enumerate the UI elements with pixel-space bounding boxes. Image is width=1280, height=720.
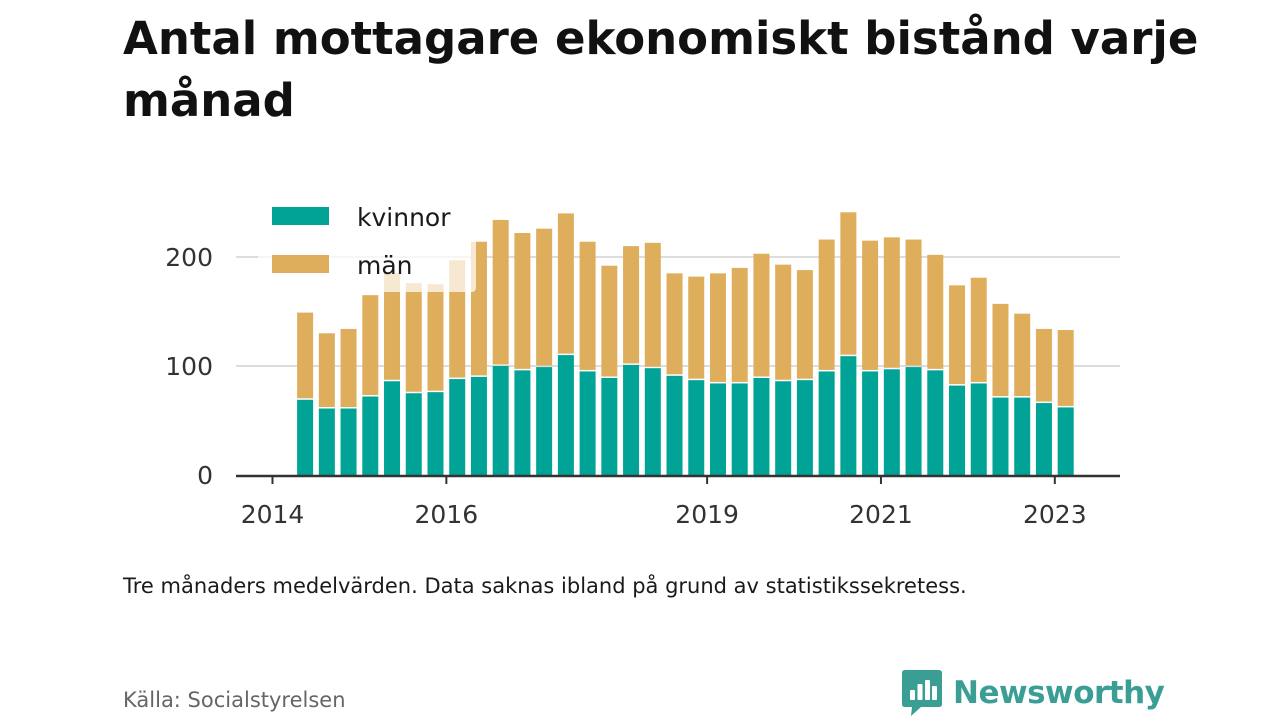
x-tick-label: 2021 bbox=[849, 500, 913, 529]
y-tick-label: 100 bbox=[165, 352, 213, 381]
bar-kvinnor bbox=[1057, 407, 1074, 475]
bar-man bbox=[905, 239, 922, 366]
bar-kvinnor bbox=[449, 379, 466, 475]
x-tick-label: 2016 bbox=[415, 500, 479, 529]
bar-kvinnor bbox=[384, 381, 401, 475]
bar-man bbox=[297, 312, 314, 399]
bar-kvinnor bbox=[883, 369, 900, 475]
x-tick-label: 2023 bbox=[1023, 500, 1087, 529]
bar-kvinnor bbox=[579, 371, 596, 475]
newsworthy-logo-icon bbox=[902, 670, 942, 716]
legend-swatch-man bbox=[272, 255, 329, 273]
x-axis-ticks: 2014 2016 2019 2021 2023 bbox=[241, 476, 1087, 529]
bar-kvinnor bbox=[623, 364, 640, 475]
bar-man bbox=[514, 233, 531, 369]
x-tick-label: 2014 bbox=[241, 500, 305, 529]
legend-label-kvinnor: kvinnor bbox=[357, 203, 451, 232]
bar-kvinnor bbox=[840, 356, 857, 475]
source-credit: Källa: Socialstyrelsen bbox=[123, 688, 346, 712]
y-tick-label: 0 bbox=[197, 461, 213, 490]
legend-label-man: män bbox=[357, 251, 413, 280]
bar-man bbox=[557, 213, 574, 354]
bar-man bbox=[862, 240, 879, 370]
brand-name: Newsworthy bbox=[953, 675, 1165, 711]
bar-kvinnor bbox=[666, 375, 683, 475]
bar-kvinnor bbox=[709, 383, 726, 475]
bar-man bbox=[1035, 328, 1052, 402]
bar-man bbox=[1014, 313, 1031, 397]
bar-man bbox=[709, 273, 726, 382]
bar-man bbox=[818, 239, 835, 370]
bar-kvinnor bbox=[905, 367, 922, 475]
y-axis-ticks: 0 100 200 bbox=[165, 243, 213, 490]
bar-man bbox=[492, 219, 509, 365]
bar-kvinnor bbox=[470, 376, 487, 475]
bar-man bbox=[688, 276, 705, 379]
bar-man bbox=[623, 246, 640, 364]
bar-kvinnor bbox=[970, 383, 987, 475]
bar-kvinnor bbox=[297, 399, 314, 475]
chart-note: Tre månaders medelvärden. Data saknas ib… bbox=[123, 574, 967, 598]
bar-kvinnor bbox=[557, 355, 574, 475]
bar-kvinnor bbox=[644, 368, 661, 475]
bar-kvinnor bbox=[775, 381, 792, 475]
bar-kvinnor bbox=[405, 393, 422, 475]
bar-kvinnor bbox=[1014, 397, 1031, 475]
bar-kvinnor bbox=[796, 380, 813, 475]
bar-kvinnor bbox=[949, 385, 966, 475]
bar-kvinnor bbox=[514, 370, 531, 475]
bar-kvinnor bbox=[601, 377, 618, 475]
bar-kvinnor bbox=[1035, 403, 1052, 475]
stacked-bar-chart: 0 100 200 2014 2016 2019 2021 2023 kvinnor män bbox=[165, 196, 1120, 529]
bar-man bbox=[579, 241, 596, 370]
bar-kvinnor bbox=[927, 370, 944, 475]
bar-kvinnor bbox=[362, 396, 379, 475]
bar-kvinnor bbox=[340, 408, 357, 475]
bar-kvinnor bbox=[492, 366, 509, 475]
bar-man bbox=[362, 295, 379, 396]
bar-man bbox=[601, 265, 618, 377]
bar-man bbox=[731, 267, 748, 382]
bar-man bbox=[1057, 330, 1074, 406]
bar-kvinnor bbox=[753, 377, 770, 475]
bar-kvinnor bbox=[318, 408, 335, 475]
bar-kvinnor bbox=[536, 367, 553, 475]
bar-man bbox=[927, 254, 944, 369]
bar-kvinnor bbox=[688, 380, 705, 475]
bar-kvinnor bbox=[731, 383, 748, 475]
bar-man bbox=[970, 277, 987, 382]
bar-man bbox=[405, 283, 422, 392]
bar-man bbox=[883, 237, 900, 368]
bar-man bbox=[992, 303, 1009, 397]
bar-kvinnor bbox=[862, 371, 879, 475]
bar-man bbox=[384, 273, 401, 380]
bar-man bbox=[775, 264, 792, 380]
bar-kvinnor bbox=[427, 392, 444, 475]
legend-swatch-kvinnor bbox=[272, 207, 329, 225]
bar-man bbox=[796, 270, 813, 379]
bar-man bbox=[753, 253, 770, 377]
bar-man bbox=[949, 285, 966, 385]
bar-man bbox=[840, 212, 857, 355]
bar-man bbox=[666, 273, 683, 375]
brand-logo[interactable]: Newsworthy bbox=[901, 668, 1165, 718]
y-tick-label: 200 bbox=[165, 243, 213, 272]
bar-kvinnor bbox=[992, 397, 1009, 475]
bar-man bbox=[427, 284, 444, 391]
bars bbox=[297, 212, 1074, 475]
bar-man bbox=[644, 242, 661, 367]
bar-man bbox=[318, 333, 335, 408]
bar-man bbox=[340, 328, 357, 408]
chart-title: Antal mottagare ekonomiskt bistånd varje… bbox=[123, 12, 1199, 127]
bar-man bbox=[536, 228, 553, 366]
x-tick-label: 2019 bbox=[675, 500, 739, 529]
legend: kvinnor män bbox=[258, 196, 476, 292]
bar-kvinnor bbox=[818, 371, 835, 475]
